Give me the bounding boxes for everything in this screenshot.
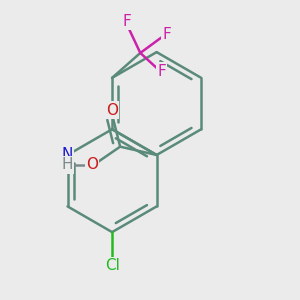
Text: O: O <box>106 103 118 118</box>
Text: F: F <box>158 64 166 79</box>
Text: O: O <box>86 158 98 172</box>
Text: H: H <box>61 158 73 172</box>
Text: F: F <box>123 14 131 29</box>
Text: Cl: Cl <box>105 258 119 273</box>
Text: N: N <box>62 148 73 163</box>
Text: F: F <box>163 27 171 42</box>
